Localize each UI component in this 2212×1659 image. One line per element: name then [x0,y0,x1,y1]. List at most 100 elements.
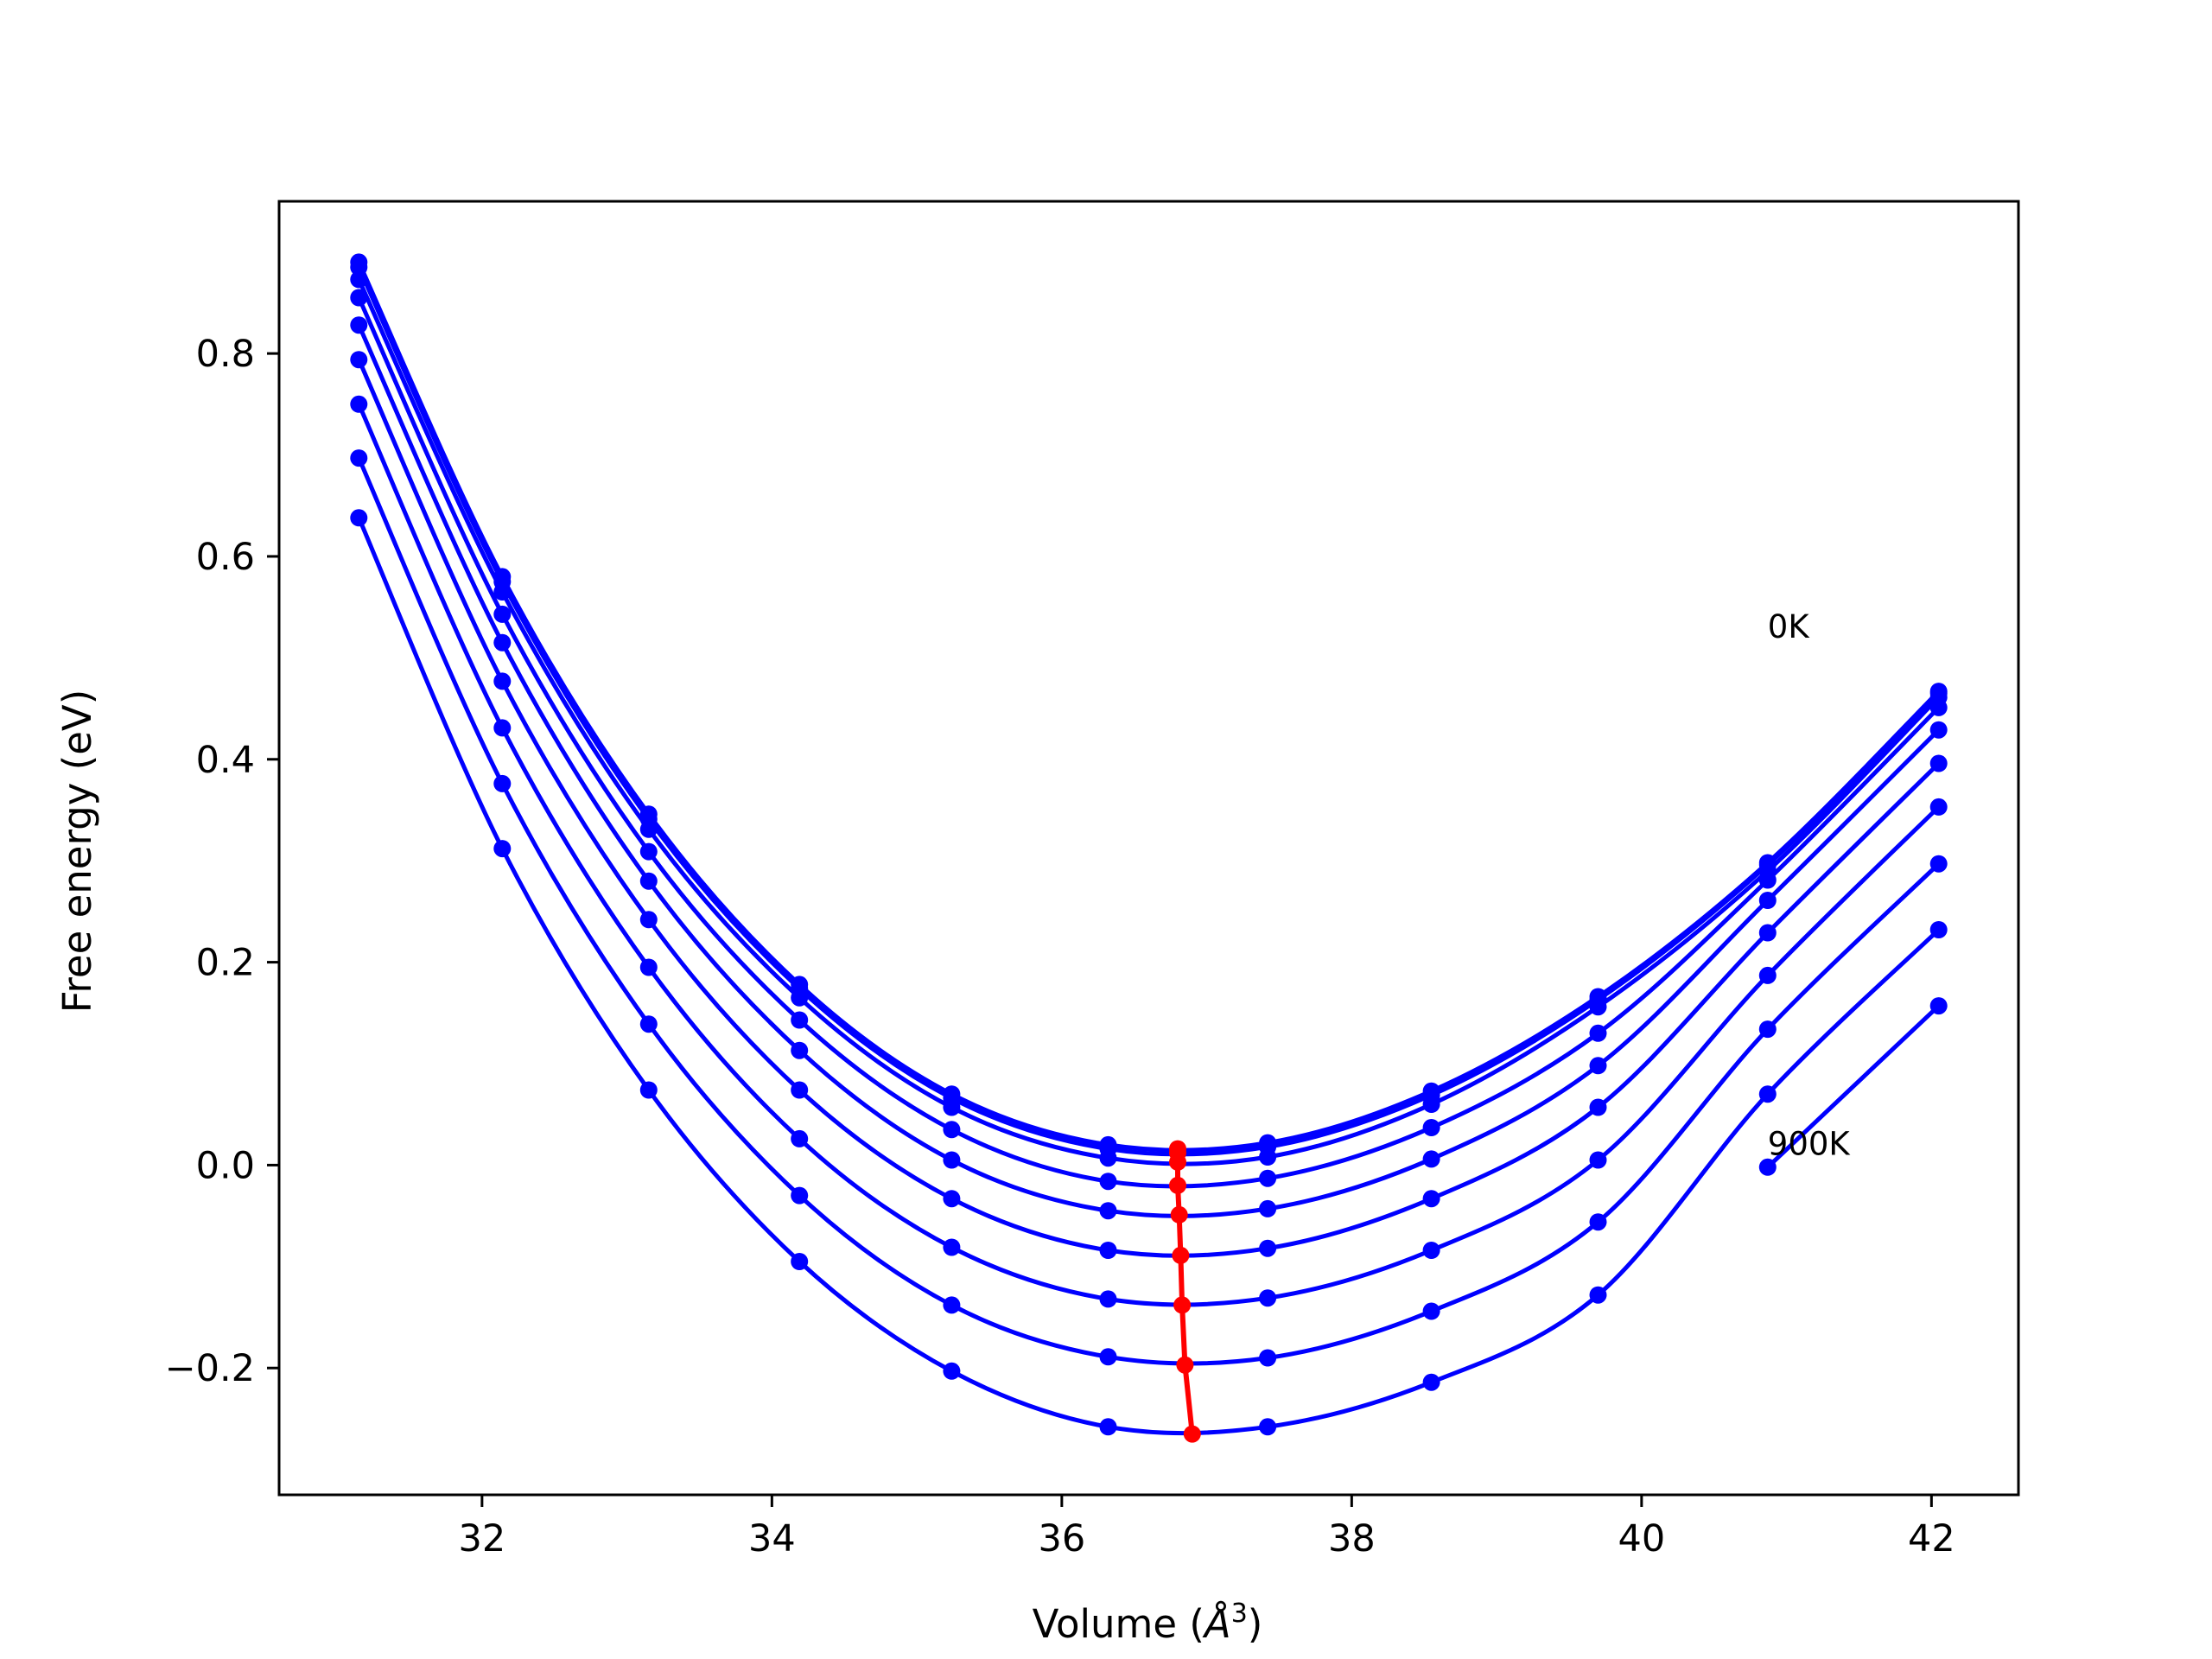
data-point-200k-6 [1259,1148,1277,1166]
data-point-500k-2 [639,911,658,929]
data-point-400k-10 [1929,721,1948,739]
minimum-point-3 [1169,1176,1186,1194]
data-point-700k-0 [350,449,368,467]
data-point-600k-2 [639,958,658,976]
data-point-400k-8 [1589,1057,1607,1075]
data-point-300k-9 [1758,871,1777,889]
data-point-500k-6 [1259,1239,1277,1257]
minimum-point-2 [1169,1153,1186,1171]
data-point-600k-8 [1589,1151,1607,1169]
minimum-point-7 [1176,1356,1194,1374]
data-point-900k-4 [943,1362,961,1380]
x-tick-label-5: 42 [1908,1517,1955,1560]
series-line-600k [357,403,1941,1307]
series-points [350,253,1948,1436]
data-point-600k-6 [1259,1289,1277,1307]
data-point-600k-10 [1929,798,1948,816]
data-point-300k-10 [1929,698,1948,716]
data-point-200k-2 [639,820,658,838]
data-point-300k-7 [1422,1119,1440,1136]
data-point-900k-5 [1099,1418,1117,1436]
data-point-500k-0 [350,351,368,369]
data-point-500k-9 [1758,924,1777,942]
annotation-0k: 0K [1768,608,1811,645]
data-point-600k-7 [1422,1242,1440,1259]
data-point-500k-5 [1099,1242,1117,1259]
x-axis-label: Volume (Å3) [1033,1599,1263,1647]
data-point-600k-9 [1758,966,1777,984]
data-point-900k-edge-9 [1758,1158,1777,1176]
data-point-400k-1 [493,633,512,652]
data-point-300k-4 [943,1121,961,1139]
data-point-900k-7 [1422,1373,1440,1391]
series-line-300k [357,296,1941,1189]
data-point-900k-10 [1929,921,1948,938]
data-point-600k-4 [943,1238,961,1256]
data-point-200k-1 [493,583,512,601]
data-point-900k-2 [639,1081,658,1099]
x-tick-label-2: 36 [1038,1517,1085,1560]
data-point-500k-3 [791,1081,809,1099]
data-point-300k-1 [493,605,512,623]
data-point-600k-1 [493,719,512,737]
data-point-200k-4 [943,1098,961,1116]
data-point-900k-1 [493,840,512,858]
data-point-500k-10 [1929,754,1948,772]
data-point-400k-6 [1259,1199,1277,1217]
data-point-300k-8 [1589,1024,1607,1042]
y-tick-label-4: 0.6 [196,536,255,579]
series-line-500k [357,359,1941,1258]
y-tick-label-0: −0.2 [165,1347,255,1390]
data-point-700k-7 [1422,1302,1440,1320]
data-point-700k-6 [1259,1349,1277,1367]
data-point-900k-3 [791,1253,809,1270]
data-point-300k-5 [1099,1173,1117,1191]
x-axis-label-exponent: 3 [1231,1599,1248,1629]
data-point-600k-5 [1099,1290,1117,1308]
series-line-200k [357,278,1941,1166]
y-axis-ticks: −0.2 0.0 0.2 0.4 0.6 0.8 [165,333,279,1390]
data-point-900k-9 [1758,1085,1777,1103]
data-point-500k-4 [943,1190,961,1208]
data-point-700k-8 [1589,1213,1607,1231]
data-point-700k-5 [1099,1348,1117,1366]
data-point-200k-5 [1099,1149,1117,1167]
data-point-600k-0 [350,395,368,413]
y-tick-label-1: 0.0 [196,1144,255,1187]
data-point-400k-9 [1758,892,1777,909]
series-line-900k [357,517,1941,1436]
data-point-900k-0 [350,509,368,527]
data-point-700k-10 [1929,855,1948,873]
data-point-300k-0 [350,289,368,307]
series-lines [357,261,1941,1436]
data-point-400k-5 [1099,1202,1117,1220]
data-point-900k-8 [1589,1286,1607,1304]
data-point-500k-8 [1589,1098,1607,1116]
x-tick-label-1: 34 [748,1517,796,1560]
minimum-point-6 [1173,1296,1192,1314]
data-point-400k-4 [943,1151,961,1169]
data-point-400k-0 [350,316,368,334]
data-point-700k-1 [493,774,512,792]
data-point-700k-2 [639,1015,658,1033]
data-point-100k-0 [350,258,368,276]
x-tick-label-0: 32 [458,1517,505,1560]
data-point-700k-4 [943,1296,961,1314]
data-point-700k-9 [1758,1020,1777,1039]
x-axis-ticks: 32 34 36 38 40 42 [458,1495,1955,1560]
data-point-700k-3 [791,1186,809,1205]
data-point-600k-3 [791,1129,809,1147]
x-tick-label-4: 40 [1618,1517,1665,1560]
series-line-900k-edge [1766,1004,1941,1169]
data-point-300k-3 [791,1011,809,1029]
data-point-900k-edge-10 [1929,997,1948,1015]
series-line-100k [357,266,1941,1157]
minimum-point-4 [1170,1205,1188,1224]
plot-frame [277,200,2020,1497]
data-point-900k-6 [1259,1418,1277,1436]
data-point-300k-2 [639,842,658,861]
minima-line [1169,1140,1201,1443]
series-line-700k [357,457,1941,1366]
